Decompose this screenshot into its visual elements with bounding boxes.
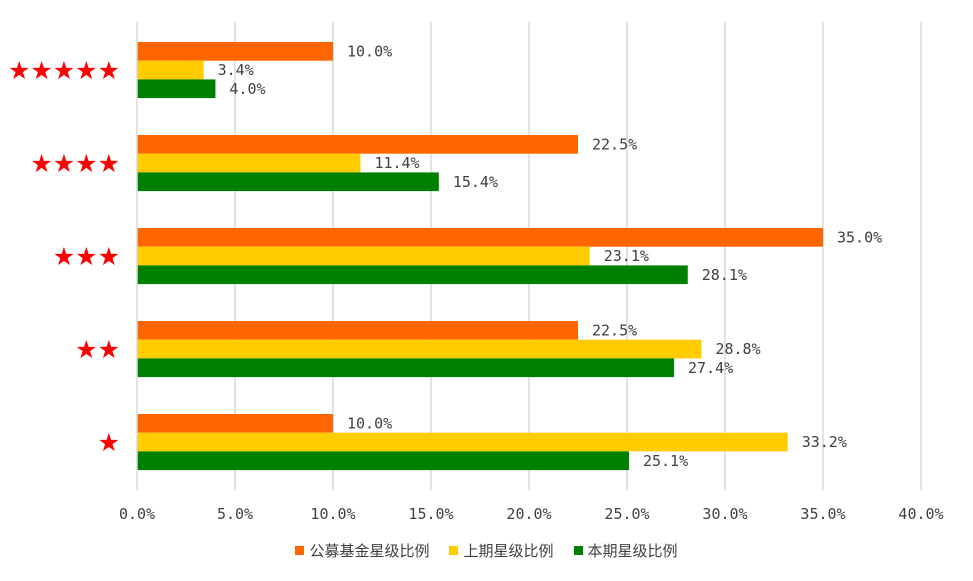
legend-label: 上期星级比例 bbox=[463, 542, 554, 560]
bar bbox=[137, 321, 578, 340]
bar bbox=[137, 414, 333, 433]
bar bbox=[137, 339, 702, 359]
data-label: 35.0% bbox=[837, 228, 882, 246]
legend-item: 本期星级比例 bbox=[573, 540, 678, 561]
data-label: 25.1% bbox=[643, 452, 688, 470]
x-tick-label: 40.0% bbox=[898, 505, 943, 523]
legend-label: 本期星级比例 bbox=[587, 542, 678, 560]
bar bbox=[137, 42, 333, 61]
legend: 公募基金星级比例 上期星级比例 本期星级比例 bbox=[0, 540, 973, 561]
x-tick-label: 15.0% bbox=[408, 505, 453, 523]
x-tick-label: 5.0% bbox=[217, 505, 253, 523]
bar bbox=[137, 451, 629, 471]
data-label: 15.4% bbox=[453, 173, 498, 191]
category-label-stars: ★ bbox=[98, 428, 120, 457]
bar bbox=[137, 172, 439, 192]
data-label: 27.4% bbox=[688, 359, 733, 377]
legend-swatch bbox=[573, 546, 583, 555]
bar bbox=[137, 358, 675, 378]
data-label: 11.4% bbox=[374, 154, 419, 172]
x-tick-label: 20.0% bbox=[506, 505, 551, 523]
legend-swatch bbox=[449, 546, 459, 555]
category-label-stars: ★★★★★ bbox=[8, 56, 120, 85]
category-label-stars: ★★ bbox=[75, 335, 120, 364]
data-label: 4.0% bbox=[229, 80, 265, 98]
data-label: 22.5% bbox=[592, 321, 637, 339]
legend-item: 上期星级比例 bbox=[449, 540, 554, 561]
x-tick-label: 0.0% bbox=[119, 505, 155, 523]
legend-item: 公募基金星级比例 bbox=[295, 540, 429, 561]
bar bbox=[137, 265, 688, 285]
data-label: 10.0% bbox=[347, 414, 392, 432]
x-tick-label: 10.0% bbox=[310, 505, 355, 523]
x-tick-label: 35.0% bbox=[800, 505, 845, 523]
x-tick-label: 30.0% bbox=[702, 505, 747, 523]
data-label: 3.4% bbox=[218, 61, 254, 79]
x-tick-label: 25.0% bbox=[604, 505, 649, 523]
bar bbox=[137, 135, 578, 154]
bar bbox=[137, 228, 823, 247]
bar bbox=[137, 432, 788, 452]
bar bbox=[137, 79, 216, 99]
category-label-stars: ★★★ bbox=[53, 242, 120, 271]
legend-label: 公募基金星级比例 bbox=[309, 542, 430, 560]
data-label: 28.8% bbox=[715, 340, 760, 358]
category-label-stars: ★★★★ bbox=[30, 149, 120, 178]
data-label: 22.5% bbox=[592, 135, 637, 153]
legend-swatch bbox=[295, 546, 305, 555]
data-label: 33.2% bbox=[802, 433, 847, 451]
data-label: 23.1% bbox=[604, 247, 649, 265]
bar bbox=[137, 60, 204, 80]
bar bbox=[137, 153, 361, 173]
data-label: 28.1% bbox=[702, 266, 747, 284]
bar bbox=[137, 246, 590, 266]
data-label: 10.0% bbox=[347, 42, 392, 60]
